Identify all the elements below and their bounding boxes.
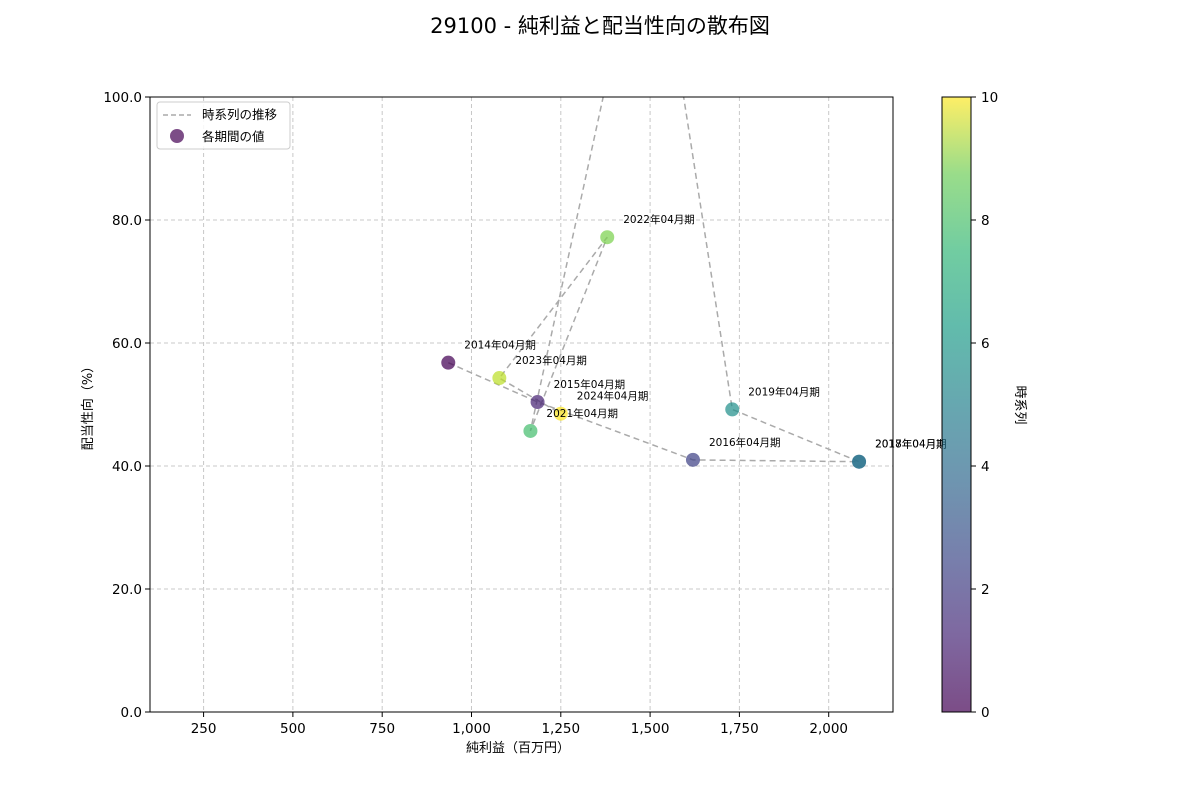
colorbar-gradient [941, 96, 972, 713]
colorbar-tick-label: 6 [981, 336, 990, 352]
legend-marker-label: 各期間の値 [202, 129, 265, 144]
x-tick-label: 500 [280, 721, 306, 737]
y-tick-label: 80.0 [112, 213, 142, 229]
colorbar-tick-label: 4 [981, 459, 990, 475]
y-axis-label: 配当性向（%） [80, 360, 96, 450]
x-tick-label: 2,000 [809, 721, 848, 737]
colorbar-tick-label: 10 [981, 90, 998, 106]
y-tick-label: 40.0 [112, 459, 142, 475]
point-label: 2018年04月期 [875, 438, 947, 451]
plot-frame [149, 96, 894, 713]
colorbar: 0 2 4 6 8 10 時系列 [941, 90, 1027, 721]
x-axis-ticks: 250 500 750 1,000 1,250 1,500 1,750 2,000 [191, 712, 848, 737]
points-layer [441, 230, 867, 469]
x-tick-label: 250 [191, 721, 217, 737]
point-label: 2022年04月期 [623, 213, 695, 226]
colorbar-tick-label: 2 [981, 582, 990, 598]
point-label: 2023年04月期 [515, 354, 587, 367]
legend-box [156, 101, 291, 150]
colorbar-tick-label: 0 [981, 705, 990, 721]
y-tick-label: 100.0 [103, 90, 142, 106]
colorbar-label: 時系列 [1012, 385, 1027, 424]
data-point [685, 452, 700, 467]
trend-line-layer [447, 97, 860, 463]
trend-line [447, 97, 860, 463]
colorbar-tick-label: 8 [981, 213, 990, 229]
y-tick-label: 60.0 [112, 336, 142, 352]
grid-lines [150, 97, 893, 712]
x-tick-label: 1,250 [541, 721, 580, 737]
data-point [600, 230, 615, 245]
legend-marker-swatch [170, 129, 184, 143]
x-tick-label: 1,750 [720, 721, 759, 737]
data-point [553, 406, 568, 421]
x-tick-label: 1,000 [452, 721, 491, 737]
y-tick-label: 0.0 [121, 705, 142, 721]
legend: 時系列の推移 各期間の値 [156, 101, 291, 150]
x-axis-label: 純利益（百万円） [466, 741, 570, 756]
point-label: 2015年04月期 [554, 378, 626, 391]
x-tick-label: 750 [369, 721, 395, 737]
legend-line-label: 時系列の推移 [202, 107, 277, 122]
point-label: 2014年04月期 [464, 339, 536, 352]
data-point [492, 371, 507, 386]
data-point [530, 395, 545, 410]
point-label: 2024年04月期 [577, 390, 649, 403]
data-point [523, 423, 538, 438]
data-point [441, 355, 456, 370]
data-point [725, 402, 740, 417]
y-axis-ticks: 0.0 20.0 40.0 60.0 80.0 100.0 [103, 90, 150, 721]
chart-title: 29100 - 純利益と配当性向の散布図 [430, 14, 770, 38]
data-point [852, 454, 867, 469]
x-tick-label: 1,500 [631, 721, 670, 737]
colorbar-ticks: 0 2 4 6 8 10 [971, 90, 998, 721]
point-label: 2019年04月期 [748, 385, 820, 398]
y-tick-label: 20.0 [112, 582, 142, 598]
point-label: 2016年04月期 [709, 436, 781, 449]
point-label: 2021年04月期 [546, 407, 618, 420]
